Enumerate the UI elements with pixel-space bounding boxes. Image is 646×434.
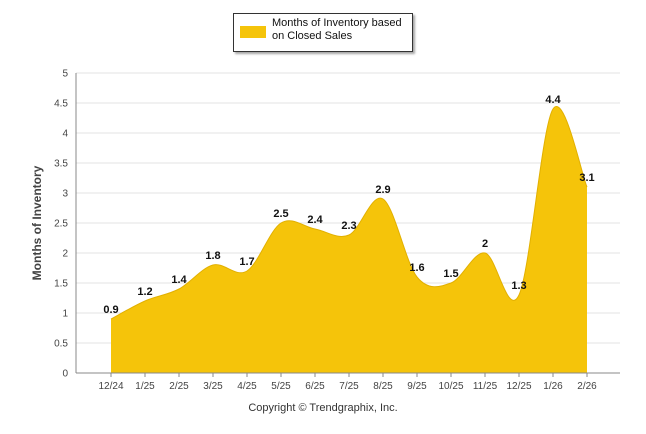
x-tick-label: 4/25 [237,381,257,392]
x-tick-label: 2/26 [577,381,597,392]
data-label: 4.4 [545,94,561,106]
y-tick-label: 4.5 [54,99,68,110]
y-axis-title: Months of Inventory [30,165,44,281]
data-label: 0.9 [103,304,118,316]
data-label: 1.8 [205,250,220,262]
data-labels: 0.9 1.2 1.4 1.8 1.7 2.5 2.4 2.3 2.9 1.6 1.5 2 1.3 4.4… [103,94,594,316]
y-tick-label: 2.5 [54,219,68,230]
data-label: 2.9 [375,184,390,196]
data-label: 1.7 [239,256,254,268]
data-label: 3.1 [579,172,594,184]
data-label: 1.6 [409,262,424,274]
y-tick-label: 1 [62,309,68,320]
x-tick-label: 6/25 [305,381,325,392]
x-tick-label: 7/25 [339,381,359,392]
legend-label: Months of Inventory based on Closed Sale… [272,17,402,42]
y-tick-label: 3 [62,189,68,200]
x-tick-label: 12/25 [506,381,531,392]
x-tick-label: 10/25 [438,381,463,392]
area-series [110,105,588,374]
data-label: 1.3 [511,280,526,292]
x-tick-label: 9/25 [407,381,427,392]
data-label: 2 [482,238,488,250]
area-line [110,105,588,320]
x-tick-label: 3/25 [203,381,223,392]
area-fill [111,106,587,374]
x-tick-label: 2/25 [169,381,189,392]
x-tick-label: 1/26 [543,381,563,392]
legend: Months of Inventory based on Closed Sale… [233,13,413,52]
y-tick-label: 0.5 [54,339,68,350]
data-label: 2.4 [307,214,323,226]
x-tick-labels: 12/24 1/25 2/25 3/25 4/25 5/25 6/25 7/25 8/25 9/2… [98,381,597,392]
data-label: 1.2 [137,286,152,298]
data-label: 1.5 [443,268,458,280]
data-label: 2.5 [273,208,288,220]
axes [75,73,620,377]
legend-swatch [240,26,266,38]
y-tick-label: 0 [62,369,68,380]
x-tick-label: 8/25 [373,381,393,392]
y-tick-label: 2 [62,249,68,260]
y-tick-label: 3.5 [54,159,68,170]
copyright-text: Copyright © Trendgraphix, Inc. [248,402,398,414]
x-tick-label: 11/25 [473,381,498,392]
x-tick-label: 5/25 [271,381,291,392]
y-tick-label: 1.5 [54,279,68,290]
y-tick-label: 4 [62,129,68,140]
y-tick-labels: 0 0.5 1 1.5 2 2.5 3 3.5 4 4.5 5 [54,69,68,380]
x-tick-label: 1/25 [135,381,155,392]
y-tick-label: 5 [62,69,68,80]
x-tick-label: 12/24 [98,381,123,392]
data-label: 1.4 [171,274,187,286]
data-label: 2.3 [341,220,356,232]
